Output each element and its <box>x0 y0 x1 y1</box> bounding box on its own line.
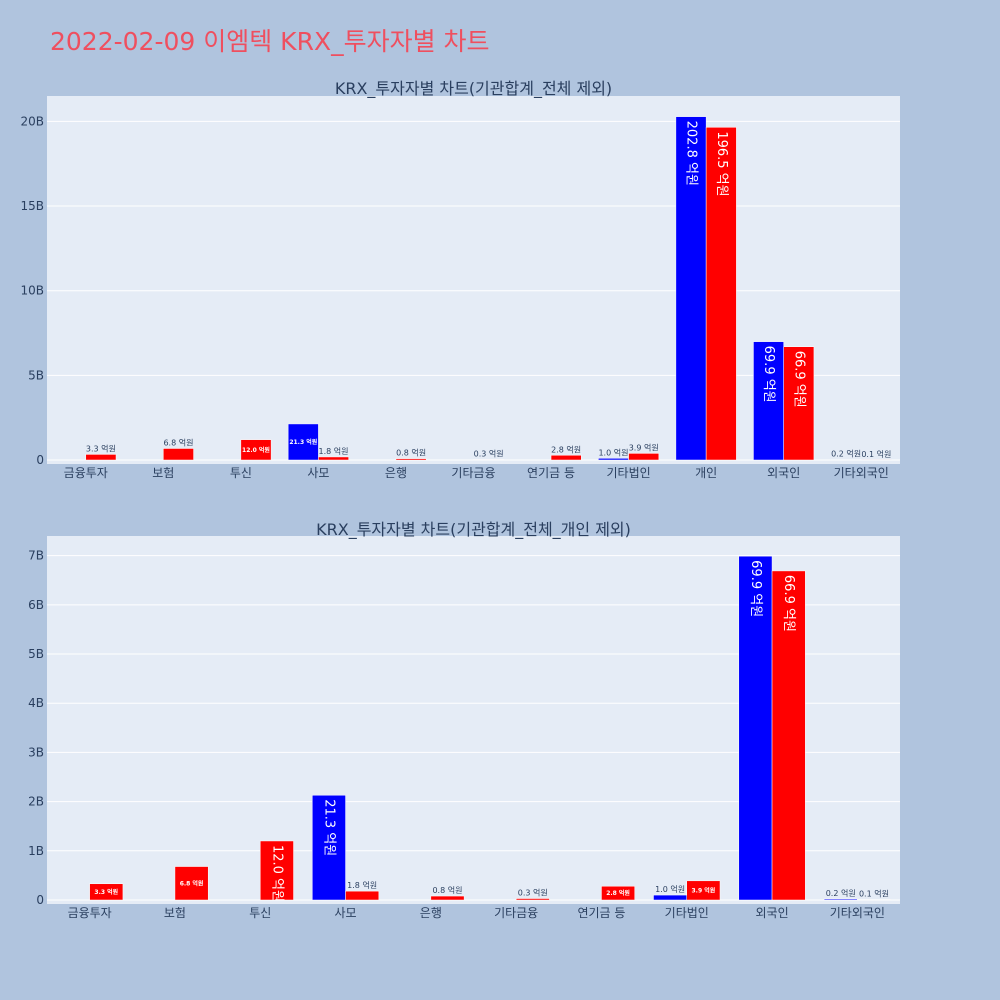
bar <box>686 880 721 901</box>
x-tick-label: 연기금 등 <box>577 906 625 920</box>
y-tick-label: 5B <box>28 368 44 382</box>
bar <box>771 570 806 901</box>
bar <box>705 127 737 461</box>
bar <box>601 885 635 901</box>
y-tick-label: 4B <box>28 696 44 710</box>
data-label: 69.9 억원 <box>748 560 763 617</box>
data-label: 3.9 억원 <box>629 442 659 452</box>
x-tick-label: 기타법인 <box>607 466 651 480</box>
x-tick-label: 사모 <box>335 906 357 920</box>
bar <box>823 898 858 901</box>
x-tick-label: 기타금융 <box>451 466 495 480</box>
data-label: 12.0 억원 <box>269 845 284 902</box>
data-label: 0.1 억원 <box>861 449 891 459</box>
data-label: 6.8 억원 <box>180 879 204 887</box>
chart-title: KRX_투자자별 차트(기관합계_전체_개인 제외) <box>316 520 631 540</box>
data-label: 21.3 억원 <box>289 438 317 446</box>
bar <box>312 794 346 901</box>
x-tick-label: 금융투자 <box>68 906 112 920</box>
bar <box>598 458 629 461</box>
x-tick-label: 은행 <box>420 905 442 920</box>
bar <box>550 455 582 461</box>
data-label: 66.9 억원 <box>791 351 806 408</box>
x-tick-label: 외국인 <box>767 466 800 480</box>
data-label: 69.9 억원 <box>761 346 776 403</box>
y-tick-label: 20B <box>20 114 44 128</box>
bar <box>287 423 319 461</box>
x-tick-label: 투신 <box>230 466 252 480</box>
data-label: 1.8 억원 <box>347 880 377 890</box>
data-label: 0.1 억원 <box>859 889 889 899</box>
x-tick-label: 투신 <box>249 906 271 920</box>
y-tick-label: 5B <box>28 647 44 661</box>
x-tick-label: 개인 <box>695 466 717 480</box>
chart-2: 0 1B 2B 3B 4B 5B 6B 7B KRX_투자자별 차트(기관합계_전체_개인 제외… <box>28 520 900 920</box>
data-label: 1.0 억원 <box>598 447 628 457</box>
x-tick-label: 기타금융 <box>494 906 538 920</box>
bar <box>783 346 815 461</box>
data-label: 202.8 억원 <box>684 121 699 186</box>
x-tick-label: 외국인 <box>755 906 788 920</box>
bar <box>240 439 272 461</box>
x-tick-label: 연기금 등 <box>527 466 575 480</box>
y-tick-label: 2B <box>28 795 44 809</box>
y-tick-label: 6B <box>28 598 44 612</box>
data-label: 3.3 억원 <box>86 443 116 453</box>
data-label: 0.3 억원 <box>474 448 504 458</box>
x-tick-label: 기타법인 <box>665 906 709 920</box>
bar <box>318 456 349 461</box>
bar <box>260 840 294 901</box>
x-tick-label: 사모 <box>307 466 329 480</box>
bar <box>89 883 124 901</box>
y-tick-label: 7B <box>28 549 44 563</box>
x-tick-label: 금융투자 <box>64 466 108 480</box>
y-tick-label: 10B <box>20 284 44 298</box>
data-label: 3.3 억원 <box>94 888 118 896</box>
y-tick-label: 3B <box>28 745 44 759</box>
bar <box>174 866 209 901</box>
data-label: 2.8 억원 <box>551 444 581 454</box>
x-tick-label: 보험 <box>152 466 174 480</box>
chart-title: KRX_투자자별 차트(기관합계_전체 제외) <box>335 79 612 99</box>
data-label: 0.8 억원 <box>396 448 426 458</box>
bar <box>395 458 427 461</box>
y-tick-label: 0 <box>36 453 44 467</box>
x-tick-label: 기타외국인 <box>834 466 889 480</box>
data-label: 0.2 억원 <box>826 888 856 898</box>
bar <box>473 459 504 461</box>
bar <box>163 448 194 461</box>
data-label: 3.9 억원 <box>692 886 716 894</box>
data-label: 196.5 억원 <box>714 131 729 196</box>
y-tick-label: 1B <box>28 844 44 858</box>
data-label: 2.8 억원 <box>606 889 630 897</box>
data-label: 1.0 억원 <box>655 884 685 894</box>
data-label: 66.9 억원 <box>781 575 796 632</box>
data-label: 0.2 억원 <box>831 449 861 459</box>
x-tick-label: 기타외국인 <box>830 906 885 920</box>
x-tick-label: 보험 <box>164 906 186 920</box>
data-label: 6.8 억원 <box>163 437 193 447</box>
bar <box>738 555 773 901</box>
bar <box>515 898 550 901</box>
data-label: 1.8 억원 <box>319 446 349 456</box>
data-label: 0.3 억원 <box>518 888 548 898</box>
page-title: 2022-02-09 이엠텍 KRX_투자자별 차트 <box>50 27 490 56</box>
bar <box>345 890 380 901</box>
y-tick-label: 15B <box>20 199 44 213</box>
y-tick-label: 0 <box>36 893 44 907</box>
data-label: 12.0 억원 <box>242 446 270 454</box>
bar <box>653 894 687 901</box>
bar <box>85 454 117 461</box>
x-tick-label: 은행 <box>385 465 407 480</box>
bar <box>628 453 660 461</box>
data-label: 21.3 억원 <box>321 799 336 856</box>
bar <box>430 895 465 901</box>
data-label: 0.8 억원 <box>432 885 462 895</box>
chart-1: 0 5B 10B 15B 20B KRX_투자자별 차트(기관합계_전체 제외) 금융투자 3… <box>20 79 900 480</box>
